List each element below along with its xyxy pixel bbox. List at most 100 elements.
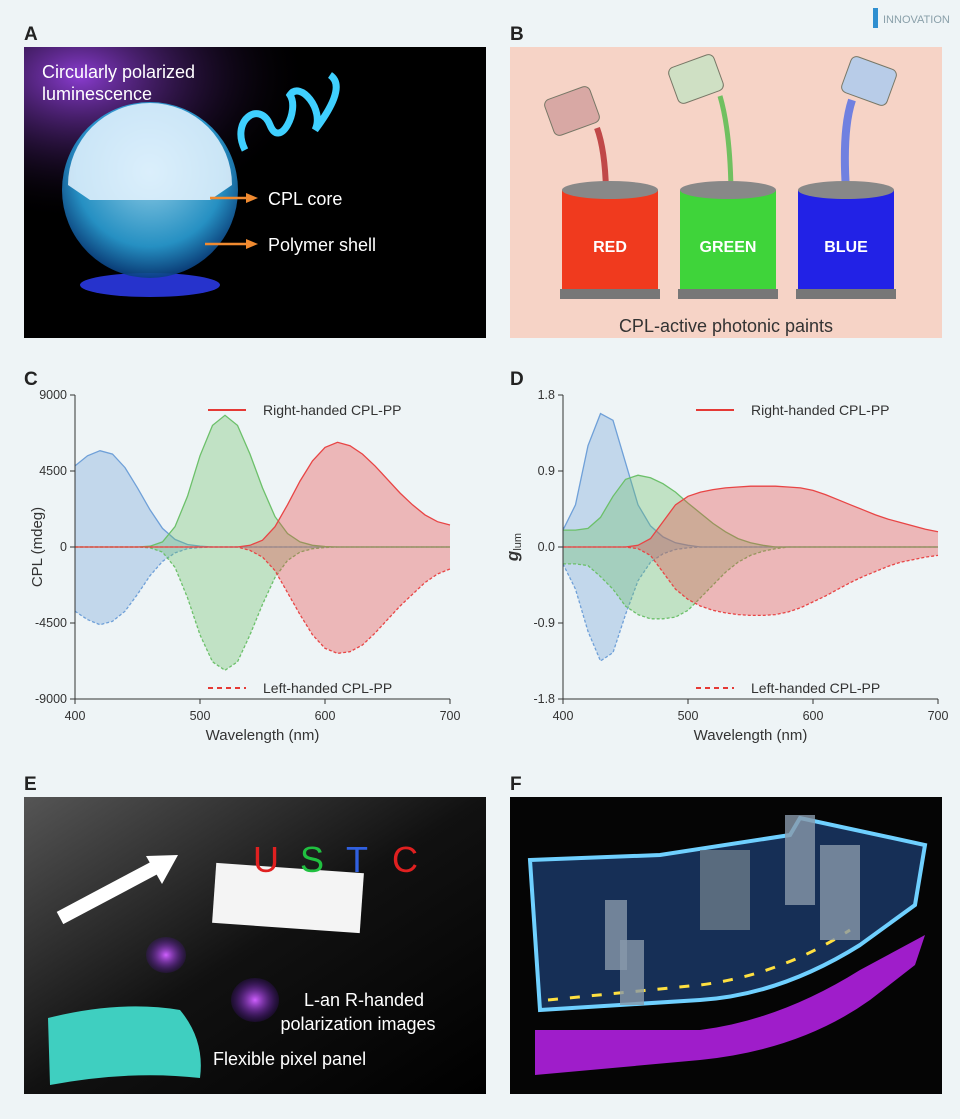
x-axis-label: Wavelength (nm) (206, 727, 320, 744)
line (563, 546, 939, 617)
area (75, 442, 450, 547)
path-marks (547, 928, 851, 1002)
purple-layer (535, 935, 925, 1075)
panel-label: B (510, 24, 524, 45)
caption: CPL core (268, 189, 342, 209)
line (563, 546, 938, 620)
legend-label: Left-handed CPL-PP (263, 680, 392, 696)
can-rim (796, 289, 896, 299)
pour-can (668, 54, 724, 104)
panel-e: U S T C L-an R-handed polarization image… (24, 797, 486, 1094)
x-tick-label: 700 (440, 709, 461, 723)
y-tick-label: 0.0 (538, 540, 555, 554)
can (796, 181, 896, 299)
x-tick-label: 400 (65, 709, 86, 723)
y-tick-label: 0 (60, 540, 67, 554)
y-tick-label: 0.9 (538, 464, 555, 478)
can-body (562, 190, 658, 295)
can-label: BLUE (824, 239, 868, 256)
frame (527, 815, 928, 1013)
panel-f (510, 797, 942, 1094)
x-tick-label: 700 (928, 709, 949, 723)
y-tick-label: -0.9 (533, 616, 555, 630)
area (563, 547, 938, 619)
building (620, 940, 644, 1005)
panel-label: D (510, 369, 524, 390)
area (75, 547, 450, 625)
legend-label: Right-handed CPL-PP (751, 402, 890, 418)
arrow-head (246, 193, 258, 203)
arrow (56, 859, 162, 925)
can-body (798, 190, 894, 295)
can-rim (560, 289, 660, 299)
arrow-head (146, 855, 178, 884)
caption: luminescence (42, 84, 152, 104)
can-label: RED (593, 239, 627, 256)
y-tick-label: -4500 (35, 616, 67, 630)
caption: Polymer shell (268, 235, 376, 255)
can-top (798, 181, 894, 199)
building (820, 845, 860, 940)
shell (231, 978, 279, 1022)
legend-label: Left-handed CPL-PP (751, 680, 880, 696)
pour-can (841, 56, 897, 106)
building (700, 850, 750, 930)
area (563, 547, 938, 661)
panel-a: Circularly polarized luminescence CPL co… (24, 47, 486, 338)
panel-label: E (24, 774, 37, 795)
caption: Circularly polarized (42, 62, 195, 82)
area (75, 415, 450, 547)
shell (146, 937, 186, 973)
letter: S (300, 839, 324, 880)
x-tick-label: 400 (553, 709, 574, 723)
can-body (680, 190, 776, 295)
can-top (680, 181, 776, 199)
panel-label: F (510, 774, 522, 795)
area (563, 475, 938, 547)
can (678, 181, 778, 299)
area (75, 450, 450, 547)
area (563, 486, 938, 547)
x-tick-label: 500 (190, 709, 211, 723)
panel-label: A (24, 24, 38, 45)
caption: L-an R-handed (304, 990, 424, 1010)
y-axis-label: CPL (mdeg) (29, 507, 46, 587)
building (785, 815, 815, 905)
can-rim (678, 289, 778, 299)
panel-b: RED GREEN BLUE CPL-active photonic paint… (510, 47, 942, 338)
area (75, 547, 450, 671)
watermark: INNOVATION (883, 14, 950, 26)
y-tick-label: 1.8 (538, 388, 555, 402)
stream (717, 95, 734, 191)
panel-label: C (24, 369, 38, 390)
area (563, 547, 938, 616)
caption: CPL-active photonic paints (619, 316, 833, 336)
y-axis-label: glum (503, 533, 524, 562)
image-panel (212, 862, 364, 934)
x-tick-label: 600 (803, 709, 824, 723)
line (75, 546, 451, 655)
x-axis-label: Wavelength (nm) (694, 727, 808, 744)
y-tick-label: 9000 (39, 388, 67, 402)
chart: C -9000 -4500 0 4500 9000 400 500 600 700 Waveleng… (24, 369, 460, 744)
y-tick-label: 4500 (39, 464, 67, 478)
caption: polarization images (280, 1014, 435, 1034)
stream (840, 98, 856, 191)
letter: C (392, 839, 418, 880)
flexible-panel (48, 1006, 201, 1085)
legend-label: Right-handed CPL-PP (263, 402, 402, 418)
x-tick-label: 500 (678, 709, 699, 723)
area (75, 547, 450, 654)
letter: U (253, 839, 279, 880)
arrow-head (246, 239, 258, 249)
can-top (562, 181, 658, 199)
base-glow (80, 273, 220, 297)
can (560, 181, 660, 299)
chart: D -1.8 -0.9 0.0 0.9 1.8 400 500 600 700 Wavelength… (503, 369, 948, 744)
can-label: GREEN (700, 239, 757, 256)
y-tick-label: -9000 (35, 692, 67, 706)
logo-bar (873, 8, 878, 28)
caption: Flexible pixel panel (213, 1049, 366, 1069)
pour-can (544, 86, 600, 136)
